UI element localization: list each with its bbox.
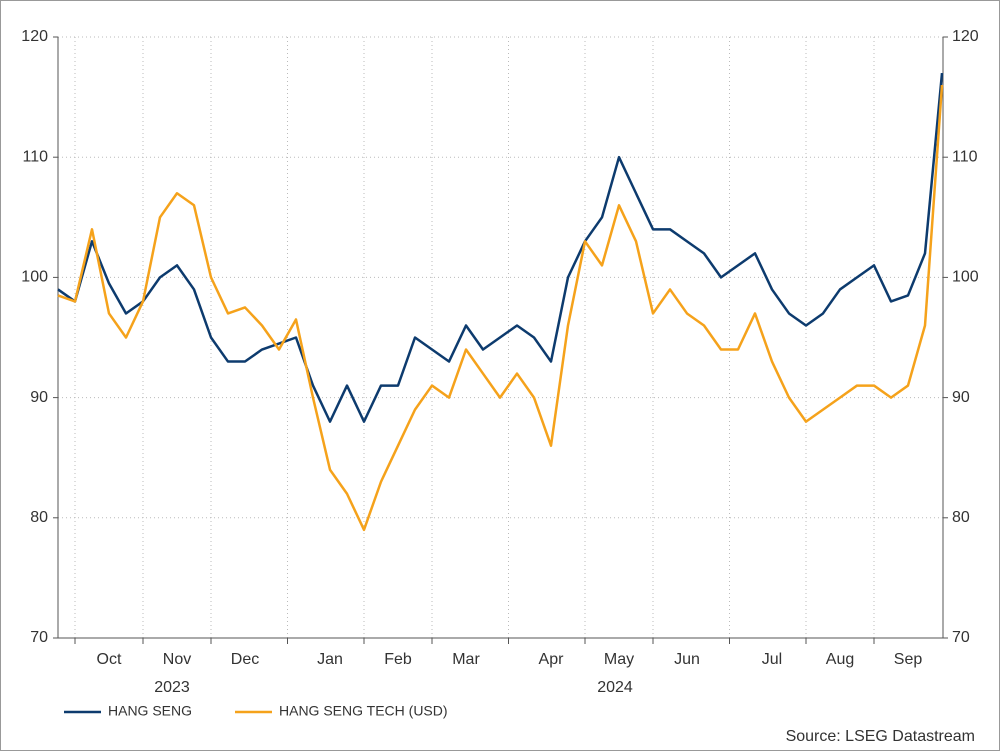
x-tick-label: Apr xyxy=(539,651,565,668)
legend-label: HANG SENG TECH (USD) xyxy=(279,703,448,719)
source: Source: LSEG Datastream xyxy=(786,728,975,745)
x-group-label: 2024 xyxy=(597,679,633,696)
x-tick-label: May xyxy=(604,651,634,668)
x-tick-label: Mar xyxy=(452,651,480,668)
x-tick-label: Aug xyxy=(826,651,854,668)
y-tick-label: 70 xyxy=(30,629,48,646)
y2-tick-label: 90 xyxy=(952,389,970,406)
x-tick-label: Jul xyxy=(762,651,782,668)
y-tick-label: 110 xyxy=(22,148,48,165)
x-tick-label: Jan xyxy=(317,651,343,668)
y-tick-label: 80 xyxy=(30,509,48,526)
x-tick-label: Nov xyxy=(163,651,191,668)
x-tick-label: Sep xyxy=(894,651,923,668)
series-line xyxy=(57,84,944,532)
x-group-label: 2023 xyxy=(154,679,190,696)
series-line xyxy=(57,72,944,423)
y2-tick-label: 120 xyxy=(952,28,979,45)
x-tick-label: Jun xyxy=(674,651,700,668)
y2-tick-label: 70 xyxy=(952,629,970,646)
x-tick-label: Oct xyxy=(97,651,122,668)
y2-tick-label: 100 xyxy=(952,269,979,286)
y2-tick-label: 80 xyxy=(952,509,970,526)
legend-label: HANG SENG xyxy=(108,703,192,719)
x-tick-label: Dec xyxy=(231,651,259,668)
y-tick-label: 120 xyxy=(21,28,48,45)
x-tick-label: Feb xyxy=(384,651,412,668)
y-tick-label: 90 xyxy=(30,389,48,406)
y2-tick-label: 110 xyxy=(952,148,978,165)
y-tick-label: 100 xyxy=(21,269,48,286)
